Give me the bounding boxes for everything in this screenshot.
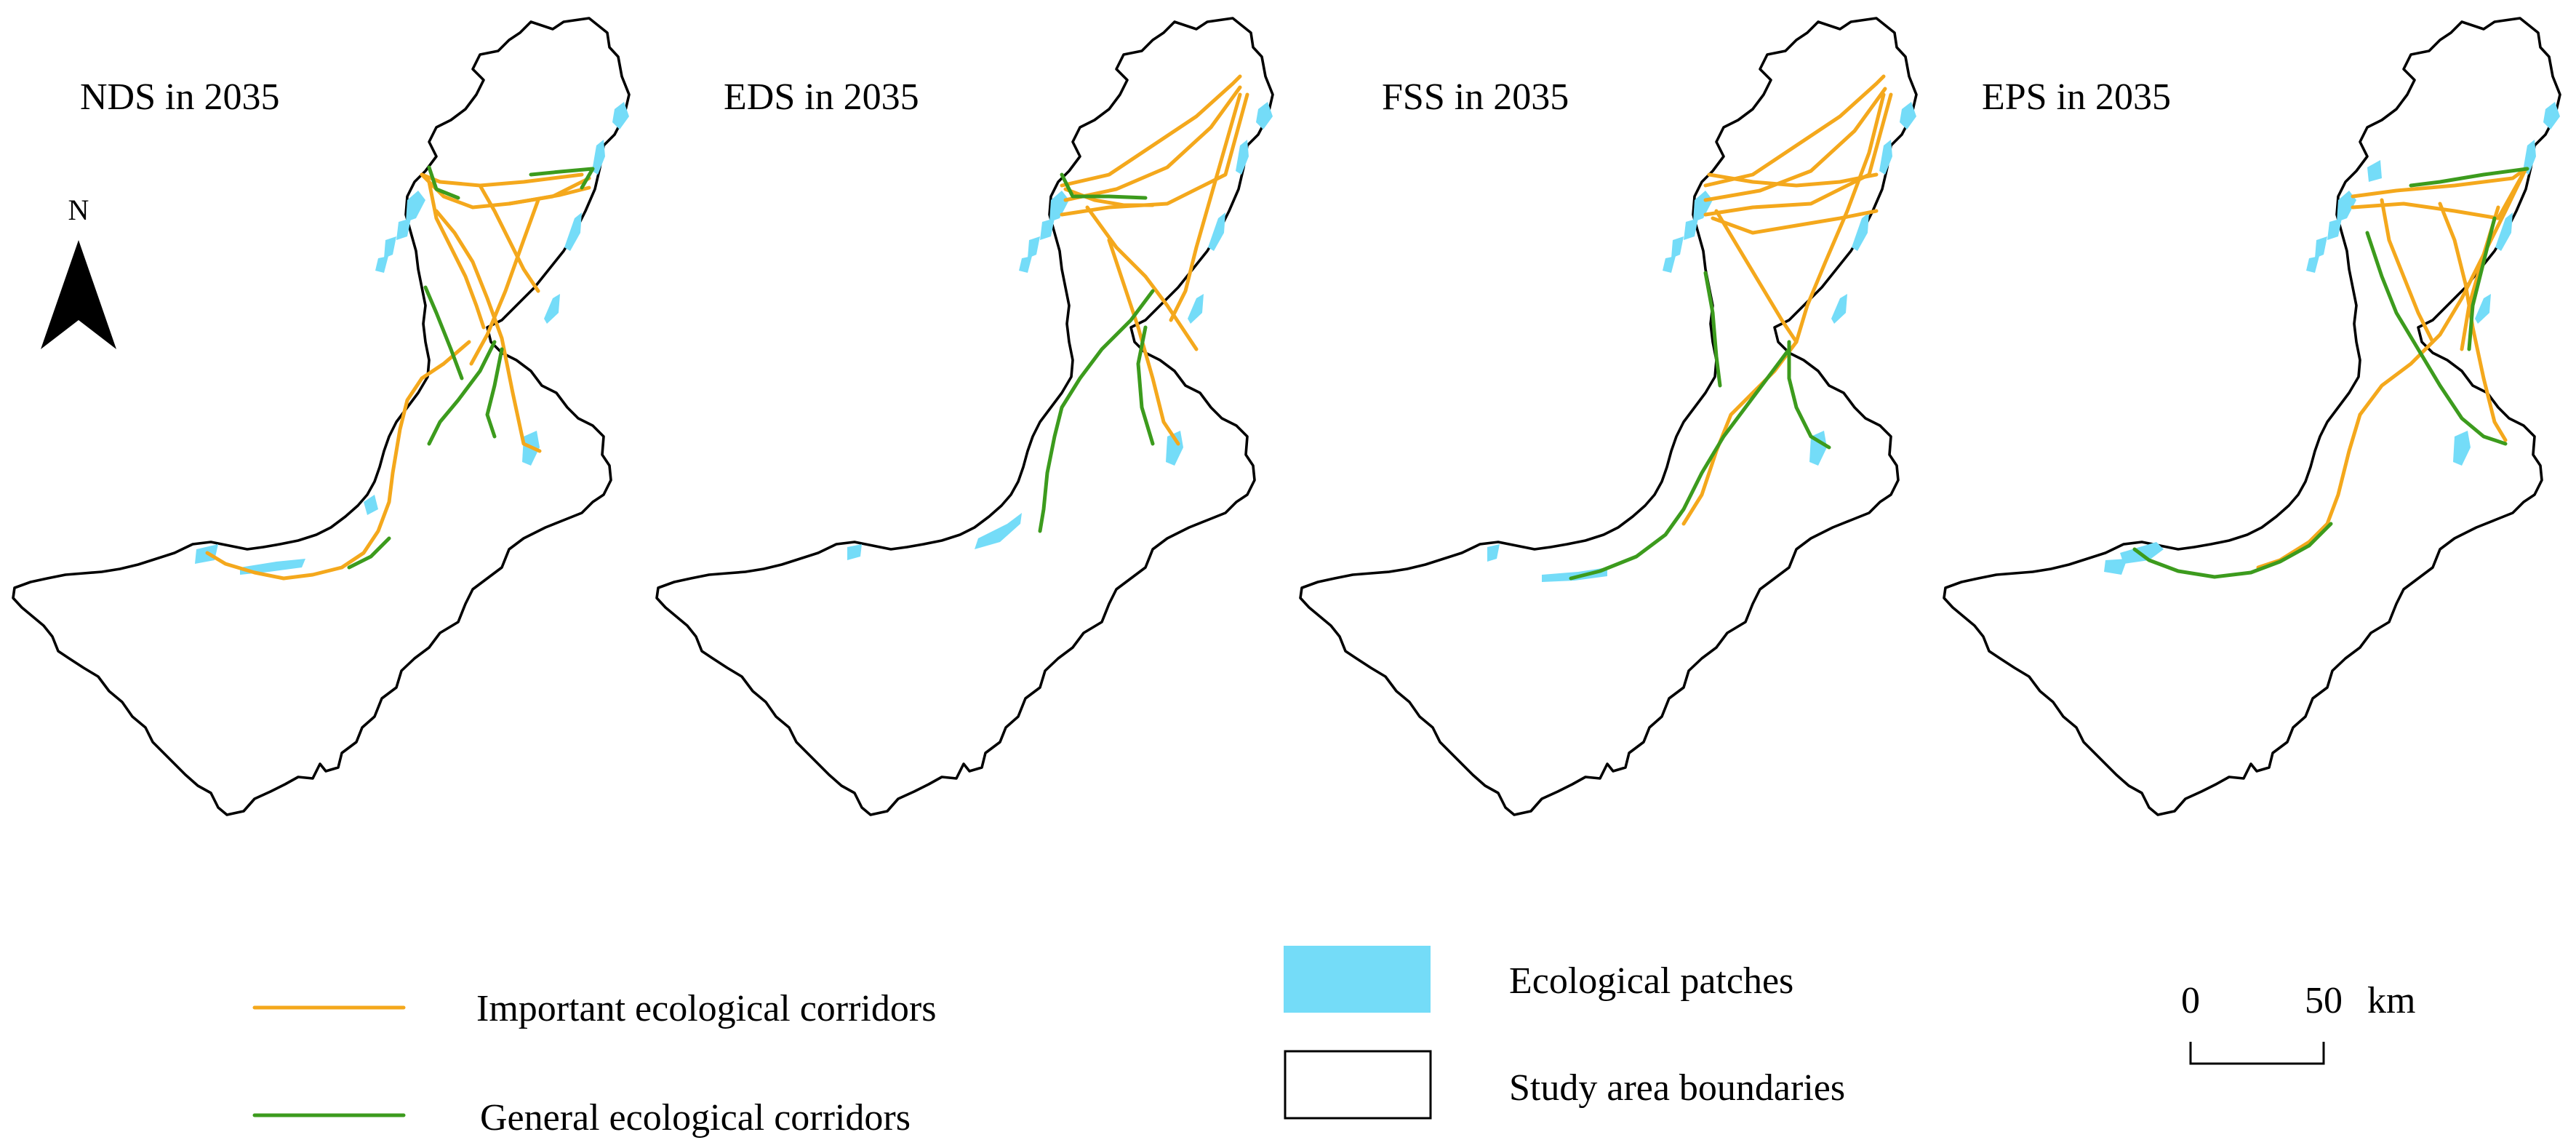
patches-swatch	[1284, 946, 1431, 1013]
legend-boundary-label: Study area boundaries	[1509, 1067, 1845, 1109]
general-corridors	[2132, 167, 2529, 579]
general-corridors	[347, 165, 595, 570]
general-corridors	[1569, 271, 1831, 581]
panel-title-nds: NDS in 2035	[80, 76, 279, 118]
north-label: N	[68, 194, 89, 226]
scale-bar: 0 50 km	[2181, 980, 2415, 1065]
map-panel-nds: NDS in 2035	[12, 17, 631, 816]
north-arrow-icon	[41, 240, 116, 349]
scale-bar-line	[2189, 1042, 2325, 1065]
ecological-patches	[1487, 102, 1916, 582]
panel-title-fss: FSS in 2035	[1382, 76, 1569, 118]
north-arrow: N	[41, 194, 116, 349]
study-area-outline	[1299, 17, 1918, 816]
scale-start-label: 0	[2181, 980, 2200, 1021]
scale-end-label: 50	[2305, 980, 2343, 1021]
scale-unit-label: km	[2367, 980, 2415, 1021]
legend-patches-label: Ecological patches	[1509, 960, 1793, 1002]
study-area-outline	[12, 17, 631, 816]
map-panel-eps: EPS in 2035	[1943, 17, 2561, 816]
important-corridors	[2256, 167, 2528, 570]
map-panel-eds: EDS in 2035	[655, 17, 1274, 816]
study-area-outline	[1943, 17, 2561, 816]
legend-important-label: Important ecological corridors	[476, 988, 936, 1029]
ecological-patches	[195, 102, 629, 575]
ecological-patches	[847, 102, 1273, 560]
panel-title-eps: EPS in 2035	[1982, 76, 2171, 118]
boundary-swatch	[1284, 1050, 1432, 1120]
study-area-outline	[655, 17, 1274, 816]
legend-general-label: General ecological corridors	[480, 1097, 911, 1139]
important-corridors	[1681, 74, 1893, 526]
panel-title-eds: EDS in 2035	[724, 76, 919, 118]
important-corridors	[1060, 74, 1249, 446]
map-panel-fss: FSS in 2035	[1299, 17, 1918, 816]
ecological-patches	[2104, 102, 2560, 575]
general-corridors	[1038, 172, 1155, 533]
legend: Important ecological corridors General e…	[252, 946, 1845, 1139]
